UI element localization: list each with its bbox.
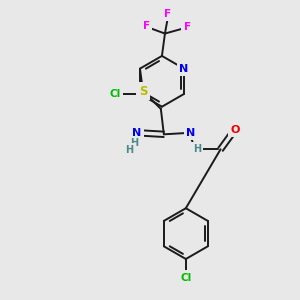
Text: H: H <box>193 144 201 154</box>
Text: F: F <box>184 22 191 32</box>
Text: O: O <box>230 125 240 135</box>
Text: Cl: Cl <box>180 273 191 283</box>
Text: H: H <box>130 138 138 148</box>
Text: F: F <box>164 8 172 19</box>
Text: H: H <box>125 145 134 155</box>
Text: Cl: Cl <box>110 89 121 99</box>
Text: S: S <box>139 85 147 98</box>
Text: N: N <box>186 128 195 138</box>
Text: F: F <box>142 21 150 31</box>
Text: N: N <box>179 64 189 74</box>
Text: N: N <box>132 128 142 138</box>
